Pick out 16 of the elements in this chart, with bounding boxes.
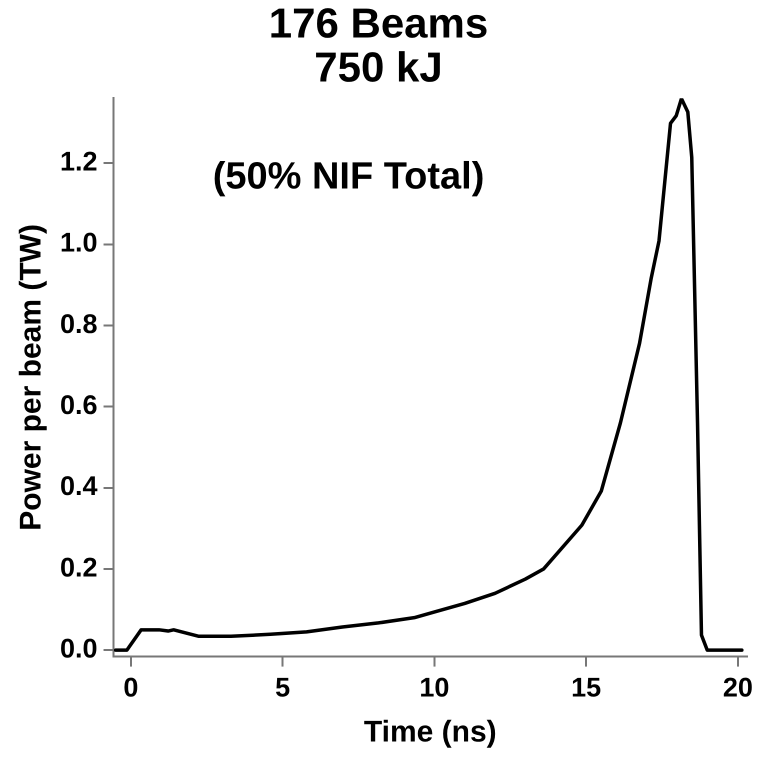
x-tick-label: 15 xyxy=(571,672,602,702)
y-tick-label: 0.4 xyxy=(60,471,98,502)
y-tick-label: 1.0 xyxy=(60,228,98,258)
y-tick-label: 0.6 xyxy=(60,390,98,420)
x-tick-label: 0 xyxy=(123,672,138,702)
y-tick-label: 1.2 xyxy=(60,146,98,177)
y-axis-title: Power per beam (TW) xyxy=(14,224,48,531)
annotation: (50% NIF Total) xyxy=(212,156,484,198)
x-tick-label: 20 xyxy=(722,672,753,702)
x-tick-label: 5 xyxy=(275,672,290,702)
chart-title: 176 Beams 750 kJ xyxy=(268,0,488,91)
y-tick-label: 0.0 xyxy=(60,634,98,664)
x-tick-label: 10 xyxy=(419,672,450,702)
x-axis-title: Time (ns) xyxy=(364,715,497,748)
y-tick-label: 0.2 xyxy=(60,552,98,582)
y-tick-label: 0.8 xyxy=(60,308,98,339)
